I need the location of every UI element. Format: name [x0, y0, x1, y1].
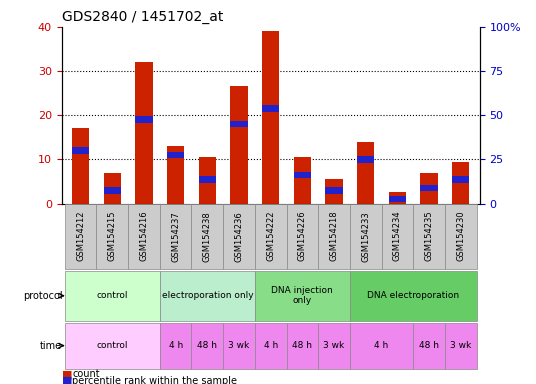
- Text: protocol: protocol: [23, 291, 62, 301]
- Text: DNA electroporation: DNA electroporation: [367, 291, 459, 300]
- Bar: [103, 173, 121, 204]
- Bar: [230, 121, 248, 127]
- FancyBboxPatch shape: [128, 204, 160, 269]
- Bar: [294, 172, 311, 178]
- Text: 3 wk: 3 wk: [450, 341, 471, 350]
- Bar: [72, 128, 90, 204]
- Text: GSM154233: GSM154233: [361, 211, 370, 262]
- Text: count: count: [72, 369, 100, 379]
- FancyBboxPatch shape: [255, 204, 287, 269]
- FancyBboxPatch shape: [413, 323, 445, 369]
- Text: GSM154234: GSM154234: [393, 211, 402, 262]
- Bar: [135, 116, 153, 123]
- FancyBboxPatch shape: [318, 323, 350, 369]
- Text: GSM154235: GSM154235: [425, 211, 434, 262]
- Text: 48 h: 48 h: [197, 341, 217, 350]
- Text: time: time: [40, 341, 62, 351]
- Bar: [167, 146, 184, 204]
- FancyBboxPatch shape: [65, 204, 96, 269]
- Bar: [199, 176, 216, 182]
- Text: ■: ■: [62, 376, 72, 384]
- Text: GSM154212: GSM154212: [76, 211, 85, 262]
- Text: ■: ■: [62, 369, 72, 379]
- Text: GSM154238: GSM154238: [203, 211, 212, 262]
- FancyBboxPatch shape: [255, 323, 287, 369]
- Bar: [389, 196, 406, 202]
- FancyBboxPatch shape: [223, 204, 255, 269]
- Bar: [420, 185, 438, 191]
- Bar: [325, 187, 343, 194]
- Text: 3 wk: 3 wk: [323, 341, 345, 350]
- FancyBboxPatch shape: [382, 204, 413, 269]
- Text: GSM154215: GSM154215: [108, 211, 117, 262]
- Bar: [262, 31, 279, 204]
- Text: 3 wk: 3 wk: [228, 341, 250, 350]
- Bar: [420, 173, 438, 204]
- Text: percentile rank within the sample: percentile rank within the sample: [72, 376, 237, 384]
- FancyBboxPatch shape: [160, 323, 191, 369]
- FancyBboxPatch shape: [350, 323, 413, 369]
- FancyBboxPatch shape: [445, 204, 477, 269]
- FancyBboxPatch shape: [160, 271, 255, 321]
- Text: 48 h: 48 h: [292, 341, 312, 350]
- Text: 4 h: 4 h: [168, 341, 183, 350]
- FancyBboxPatch shape: [96, 204, 128, 269]
- Text: GSM154216: GSM154216: [139, 211, 148, 262]
- Text: 48 h: 48 h: [419, 341, 439, 350]
- Bar: [262, 105, 279, 112]
- Bar: [389, 192, 406, 204]
- Bar: [167, 152, 184, 158]
- Text: 4 h: 4 h: [375, 341, 389, 350]
- Text: control: control: [96, 291, 128, 300]
- FancyBboxPatch shape: [160, 204, 191, 269]
- Text: GDS2840 / 1451702_at: GDS2840 / 1451702_at: [62, 10, 223, 25]
- FancyBboxPatch shape: [445, 323, 477, 369]
- Bar: [357, 142, 375, 204]
- Text: GSM154236: GSM154236: [235, 211, 243, 262]
- Bar: [452, 162, 470, 204]
- Text: electroporation only: electroporation only: [161, 291, 253, 300]
- FancyBboxPatch shape: [191, 204, 223, 269]
- FancyBboxPatch shape: [350, 204, 382, 269]
- FancyBboxPatch shape: [350, 271, 477, 321]
- FancyBboxPatch shape: [223, 323, 255, 369]
- FancyBboxPatch shape: [65, 323, 160, 369]
- Text: GSM154237: GSM154237: [171, 211, 180, 262]
- Text: control: control: [96, 341, 128, 350]
- FancyBboxPatch shape: [191, 323, 223, 369]
- Bar: [199, 157, 216, 204]
- Text: GSM154230: GSM154230: [456, 211, 465, 262]
- Bar: [103, 187, 121, 194]
- FancyBboxPatch shape: [255, 271, 350, 321]
- FancyBboxPatch shape: [318, 204, 350, 269]
- Bar: [357, 156, 375, 163]
- FancyBboxPatch shape: [413, 204, 445, 269]
- Bar: [452, 176, 470, 182]
- Text: 4 h: 4 h: [264, 341, 278, 350]
- Bar: [72, 147, 90, 154]
- Text: GSM154218: GSM154218: [330, 211, 339, 262]
- FancyBboxPatch shape: [65, 271, 160, 321]
- Bar: [294, 157, 311, 204]
- Text: GSM154226: GSM154226: [298, 211, 307, 262]
- FancyBboxPatch shape: [287, 204, 318, 269]
- FancyBboxPatch shape: [287, 323, 318, 369]
- Bar: [230, 86, 248, 204]
- Bar: [325, 179, 343, 204]
- Text: GSM154222: GSM154222: [266, 211, 275, 262]
- Text: DNA injection
only: DNA injection only: [271, 286, 333, 305]
- Bar: [135, 62, 153, 204]
